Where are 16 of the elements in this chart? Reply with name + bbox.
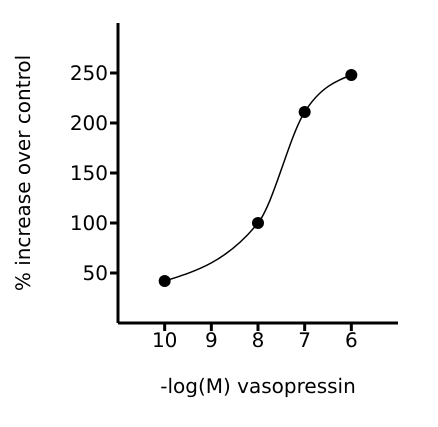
x-tick-label: 10 xyxy=(152,328,178,352)
x-tick-label: 9 xyxy=(204,328,218,352)
point xyxy=(252,217,264,229)
x-tick-label: 7 xyxy=(298,328,312,352)
point xyxy=(345,69,358,81)
x-tick-label: 8 xyxy=(252,328,264,352)
point xyxy=(158,275,171,287)
y-tick-label: 250 xyxy=(70,61,108,86)
y-tick-label: 150 xyxy=(70,161,108,186)
y-tick-label: 100 xyxy=(70,211,108,236)
x-tick-label: 6 xyxy=(344,328,358,352)
y-tick-label: 200 xyxy=(70,111,108,136)
point xyxy=(298,106,311,118)
y-tick-label: 50 xyxy=(82,261,108,286)
x-axis-title: -log(M) vasopressin xyxy=(160,374,356,398)
y-axis-title: % increase over control xyxy=(11,54,36,292)
